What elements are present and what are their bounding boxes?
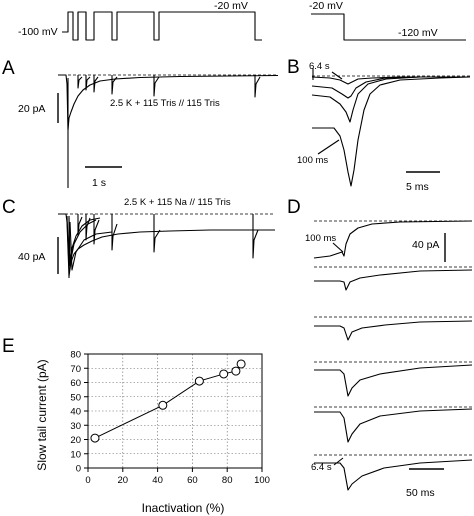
- panel-d-trace-1: [313, 220, 473, 259]
- panel-d-letter: D: [287, 197, 301, 218]
- data-point-1: [158, 400, 168, 410]
- panel-d-trace-3: [314, 320, 473, 341]
- x-tick-label-4: 80: [222, 475, 233, 486]
- series-line-0: [94, 363, 242, 439]
- panel-b-label-100ms: 100 ms: [297, 155, 328, 166]
- panel-a: A 20 pA 1 s 2.5 K + 115 Tris // 115 Tris: [2, 58, 279, 189]
- panel-a-solution-label: 2.5 K + 115 Tris // 115 Tris: [110, 98, 220, 109]
- y-tick-label-5: 50: [70, 392, 81, 403]
- panel-d-trace-6: [314, 459, 473, 491]
- panel-a-letter: A: [2, 58, 15, 79]
- panel-d: D 100 ms 40 pA 6.4 s 50 ms: [287, 197, 473, 499]
- panel-e-chart: 0 20 40 60 80 100 0 10 20 30 40 50 60 70 80 Slow tail c…: [35, 350, 270, 516]
- protocol-tail-label: -120 mV: [398, 27, 438, 39]
- panel-c-solution-label: 2.5 K + 115 Na // 115 Tris: [124, 197, 231, 208]
- data-point-0: [90, 433, 100, 443]
- data-point-4: [231, 366, 241, 376]
- panel-d-scale-x-label: 50 ms: [406, 487, 435, 499]
- y-tick-label-1: 10: [70, 449, 81, 460]
- panel-c-envelope-traces: [66, 215, 113, 271]
- voltage-protocol-left: -100 mV -20 mV: [18, 0, 262, 41]
- panel-a-scale-y-label: 20 pA: [18, 103, 45, 115]
- panel-c: C 2.5 K + 115 Na // 115 Tris 40 pA: [2, 197, 275, 278]
- y-tick-label-4: 40: [70, 407, 81, 418]
- panel-e-letter: E: [2, 336, 15, 357]
- x-tick-label-2: 40: [152, 475, 163, 486]
- y-tick-label-3: 30: [70, 421, 81, 432]
- y-tick-label-7: 70: [70, 364, 81, 375]
- y-tick-label-8: 80: [70, 350, 81, 361]
- data-point-2: [194, 376, 204, 386]
- panel-d-label-100ms: 100 ms: [305, 233, 336, 244]
- x-tick-label-5: 100: [254, 475, 270, 486]
- panel-a-transients: [77, 75, 261, 98]
- y-tick-label-0: 0: [76, 464, 81, 475]
- x-tick-label-3: 60: [187, 475, 198, 486]
- panel-b-trace-100ms: [312, 76, 471, 187]
- panel-c-letter: C: [2, 197, 16, 218]
- data-point-3: [219, 369, 229, 379]
- protocol-right-step-label: -20 mV: [309, 0, 343, 12]
- data-point-5: [236, 359, 246, 369]
- panel-b: B 6.4 s 100 ms 5 ms: [287, 57, 471, 193]
- chart-ylabel: Slow tail current (pA): [35, 359, 49, 470]
- protocol-hold-label: -100 mV: [18, 26, 58, 38]
- panel-d-scale-y-label: 40 pA: [412, 239, 439, 251]
- panel-a-scale-x-label: 1 s: [92, 177, 106, 189]
- x-tick-label-0: 0: [85, 475, 90, 486]
- y-tick-label-2: 20: [70, 435, 81, 446]
- panel-b-scale-x-label: 5 ms: [406, 181, 429, 193]
- chart-xlabel: Inactivation (%): [142, 501, 225, 515]
- panel-e: E 0 20 40 60 80 100 0 10 20 30 40 50 60 70 80 Slow tail…: [2, 336, 270, 515]
- panel-d-trace-4: [314, 364, 473, 397]
- x-tick-label-1: 20: [118, 475, 129, 486]
- panel-d-trace-5: [314, 408, 473, 443]
- y-tick-label-6: 60: [70, 378, 81, 389]
- panel-c-transients: [77, 214, 259, 259]
- panel-d-trace-2: [314, 269, 473, 291]
- panel-b-letter: B: [287, 57, 300, 78]
- panel-b-trace-3: [311, 76, 470, 123]
- panel-b-label-6-4s: 6.4 s: [309, 61, 330, 72]
- protocol-step-label: -20 mV: [214, 0, 248, 12]
- panel-d-label-6-4s: 6.4 s: [311, 462, 332, 473]
- panel-c-scale-y-label: 40 pA: [18, 251, 45, 263]
- voltage-protocol-right: -20 mV -120 mV: [309, 0, 466, 41]
- panel-b-trace-2: [311, 76, 470, 99]
